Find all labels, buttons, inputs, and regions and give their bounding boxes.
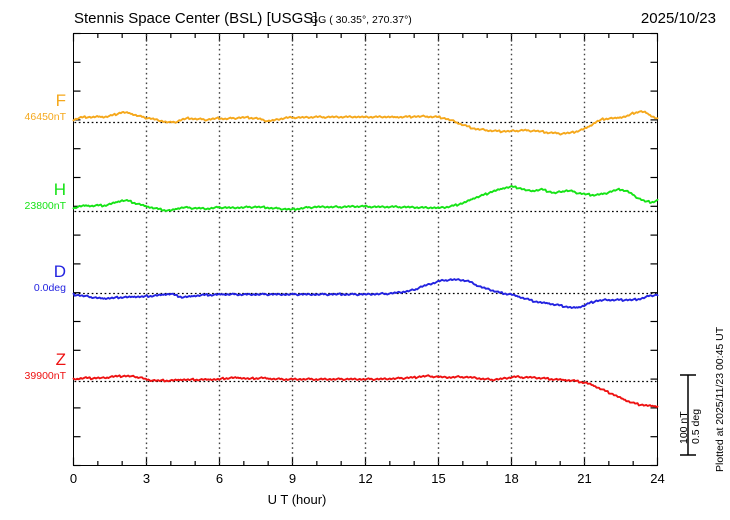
plotted-timestamp: Plotted at 2025/11/23 00:45 UT (714, 326, 726, 472)
component-baseline-h: 23800nT (24, 199, 66, 212)
component-baseline-z: 39900nT (24, 369, 66, 382)
x-tick-label: 24 (650, 471, 665, 486)
scalebar-label-nt: 100 nT (678, 411, 690, 444)
geo-prefix: GG (310, 14, 327, 26)
x-tick-label: 15 (431, 471, 446, 486)
trace-lines (72, 110, 659, 408)
component-label-h: H (53, 179, 66, 199)
scale-bar (680, 374, 696, 456)
axis-ticks (72, 32, 659, 467)
component-label-f: F (55, 90, 66, 110)
observation-date: 2025/10/23 (640, 10, 716, 27)
x-axis-label: U T (hour) (267, 492, 327, 507)
grid-lines (145, 34, 586, 465)
geo-coords: ( 30.35°, 270.37°) (329, 14, 412, 26)
x-tick-label: 3 (142, 471, 151, 486)
x-tick-label: 9 (288, 471, 297, 486)
x-axis-label-wrap: U T (hour) (0, 492, 730, 507)
x-tick-label: 18 (504, 471, 519, 486)
component-label-d: D (53, 261, 66, 281)
x-tick-label: 6 (215, 471, 224, 486)
component-label-z: Z (55, 349, 66, 369)
x-tick-label: 21 (577, 471, 592, 486)
geographic-coordinates: GG ( 30.35°, 270.37°) (310, 14, 412, 26)
scalebar-label-deg: 0.5 deg (690, 408, 702, 444)
x-tick-label: 0 (69, 471, 78, 486)
component-baseline-f: 46450nT (24, 110, 66, 123)
x-tick-label: 12 (358, 471, 373, 486)
component-baseline-d: 0.0deg (33, 281, 66, 294)
page-title: Stennis Space Center (BSL) [USGS] (74, 10, 318, 27)
